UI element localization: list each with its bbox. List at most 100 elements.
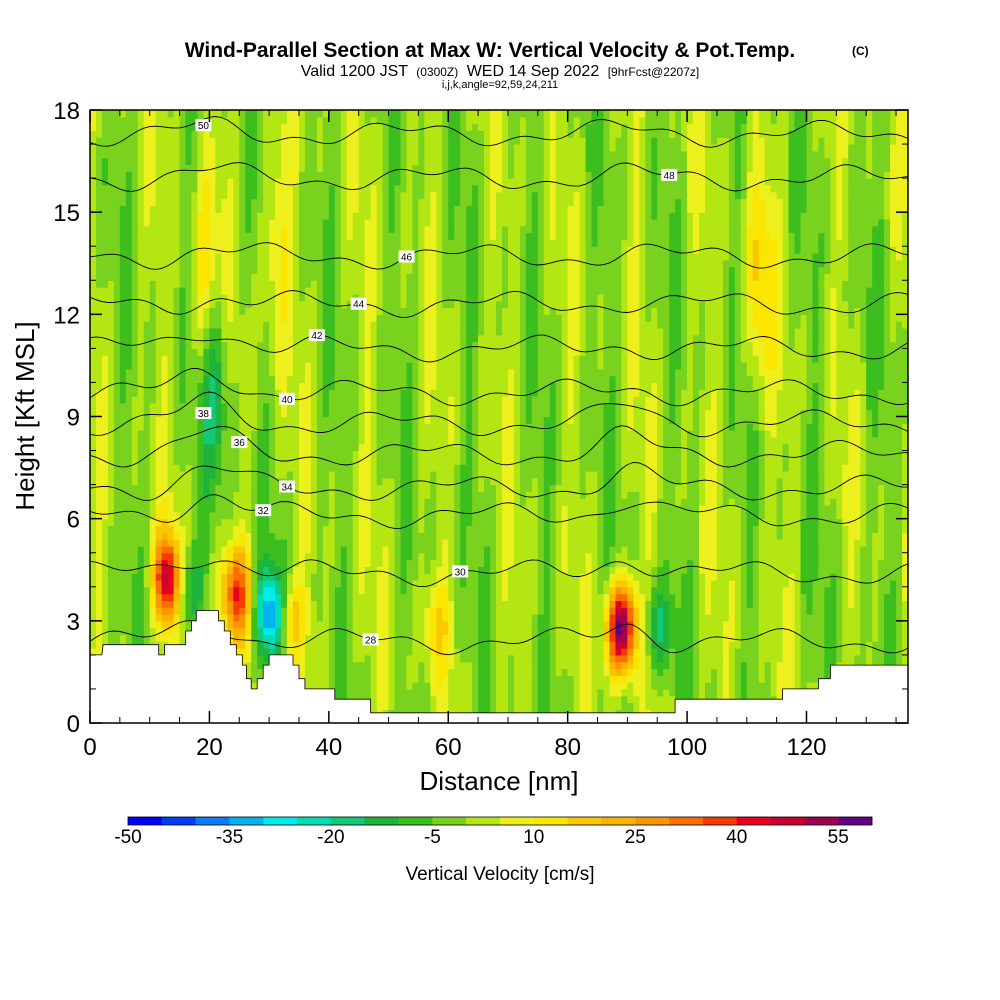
velocity-cell — [113, 287, 121, 295]
velocity-cell — [131, 314, 139, 322]
velocity-cell — [346, 287, 354, 295]
velocity-cell — [394, 491, 402, 499]
velocity-cell — [310, 116, 318, 125]
velocity-cell — [400, 464, 408, 472]
velocity-cell — [304, 198, 312, 206]
velocity-cell — [245, 341, 252, 349]
velocity-cell — [400, 436, 408, 445]
velocity-cell — [281, 382, 288, 390]
velocity-cell — [203, 484, 211, 493]
velocity-cell — [95, 314, 103, 322]
velocity-cell — [209, 368, 216, 377]
velocity-cell — [215, 164, 222, 172]
velocity-cell — [125, 518, 133, 527]
velocity-cell — [406, 627, 414, 636]
velocity-cell — [221, 130, 228, 138]
velocity-cell — [412, 409, 419, 418]
velocity-cell — [346, 505, 354, 513]
velocity-cell — [281, 416, 288, 424]
velocity-cell — [275, 218, 282, 227]
velocity-cell — [233, 273, 240, 281]
velocity-cell — [346, 552, 354, 561]
velocity-cell — [167, 164, 175, 172]
velocity-cell — [113, 545, 121, 554]
velocity-cell — [173, 375, 181, 384]
velocity-cell — [107, 307, 115, 315]
velocity-cell — [90, 409, 97, 418]
velocity-cell — [418, 627, 425, 636]
velocity-cell — [293, 321, 300, 329]
velocity-cell — [382, 314, 390, 322]
velocity-cell — [173, 362, 181, 370]
velocity-cell — [149, 280, 157, 288]
velocity-cell — [95, 218, 103, 227]
velocity-cell — [269, 150, 276, 159]
velocity-cell — [113, 266, 121, 275]
velocity-cell — [370, 607, 378, 615]
velocity-cell — [95, 552, 103, 561]
velocity-cell — [167, 545, 175, 554]
velocity-cell — [221, 253, 228, 261]
velocity-cell — [394, 280, 402, 288]
velocity-cell — [155, 287, 163, 295]
velocity-cell — [149, 375, 157, 384]
velocity-cell — [275, 362, 282, 370]
velocity-cell — [394, 389, 402, 397]
velocity-cell — [131, 586, 139, 595]
velocity-cell — [233, 348, 240, 356]
velocity-cell — [316, 307, 324, 315]
velocity-cell — [257, 355, 264, 363]
velocity-cell — [125, 484, 133, 493]
velocity-cell — [394, 368, 402, 377]
velocity-cell — [209, 436, 216, 445]
velocity-cell — [388, 362, 396, 370]
velocity-cell — [298, 389, 306, 397]
velocity-cell — [137, 525, 145, 533]
velocity-cell — [179, 225, 187, 234]
velocity-cell — [203, 293, 211, 302]
velocity-cell — [155, 593, 163, 601]
velocity-cell — [281, 614, 288, 622]
velocity-cell — [155, 409, 163, 418]
velocity-cell — [298, 430, 306, 438]
velocity-cell — [203, 593, 211, 601]
velocity-cell — [394, 627, 402, 636]
velocity-cell — [245, 150, 252, 159]
velocity-cell — [197, 300, 205, 309]
velocity-cell — [197, 334, 205, 343]
velocity-cell — [113, 327, 121, 336]
velocity-cell — [346, 266, 354, 275]
subtitle-zulu: (0300Z) — [416, 65, 458, 79]
velocity-cell — [412, 511, 419, 520]
velocity-cell — [233, 287, 240, 295]
velocity-cell — [137, 436, 145, 445]
velocity-cell — [281, 178, 288, 186]
velocity-cell — [113, 491, 121, 499]
velocity-cell — [167, 436, 175, 445]
velocity-cell — [316, 552, 324, 561]
velocity-cell — [221, 198, 228, 206]
velocity-cell — [382, 116, 390, 125]
velocity-cell — [376, 178, 384, 186]
velocity-cell — [334, 573, 342, 581]
velocity-cell — [101, 327, 109, 336]
velocity-cell — [137, 314, 145, 322]
velocity-cell — [173, 409, 181, 418]
velocity-cell — [364, 600, 372, 608]
velocity-cell — [149, 246, 157, 254]
velocity-cell — [257, 321, 264, 329]
velocity-cell — [263, 368, 270, 377]
velocity-cell — [191, 137, 199, 145]
velocity-cell — [400, 477, 408, 486]
velocity-cell — [263, 287, 270, 295]
velocity-cell — [209, 171, 216, 179]
velocity-cell — [293, 253, 300, 261]
velocity-cell — [95, 627, 103, 636]
velocity-cell — [281, 246, 288, 254]
velocity-cell — [412, 579, 419, 588]
velocity-cell — [185, 545, 193, 554]
velocity-cell — [245, 545, 252, 554]
velocity-cell — [90, 579, 97, 588]
velocity-cell — [149, 614, 157, 622]
velocity-cell — [376, 627, 384, 636]
